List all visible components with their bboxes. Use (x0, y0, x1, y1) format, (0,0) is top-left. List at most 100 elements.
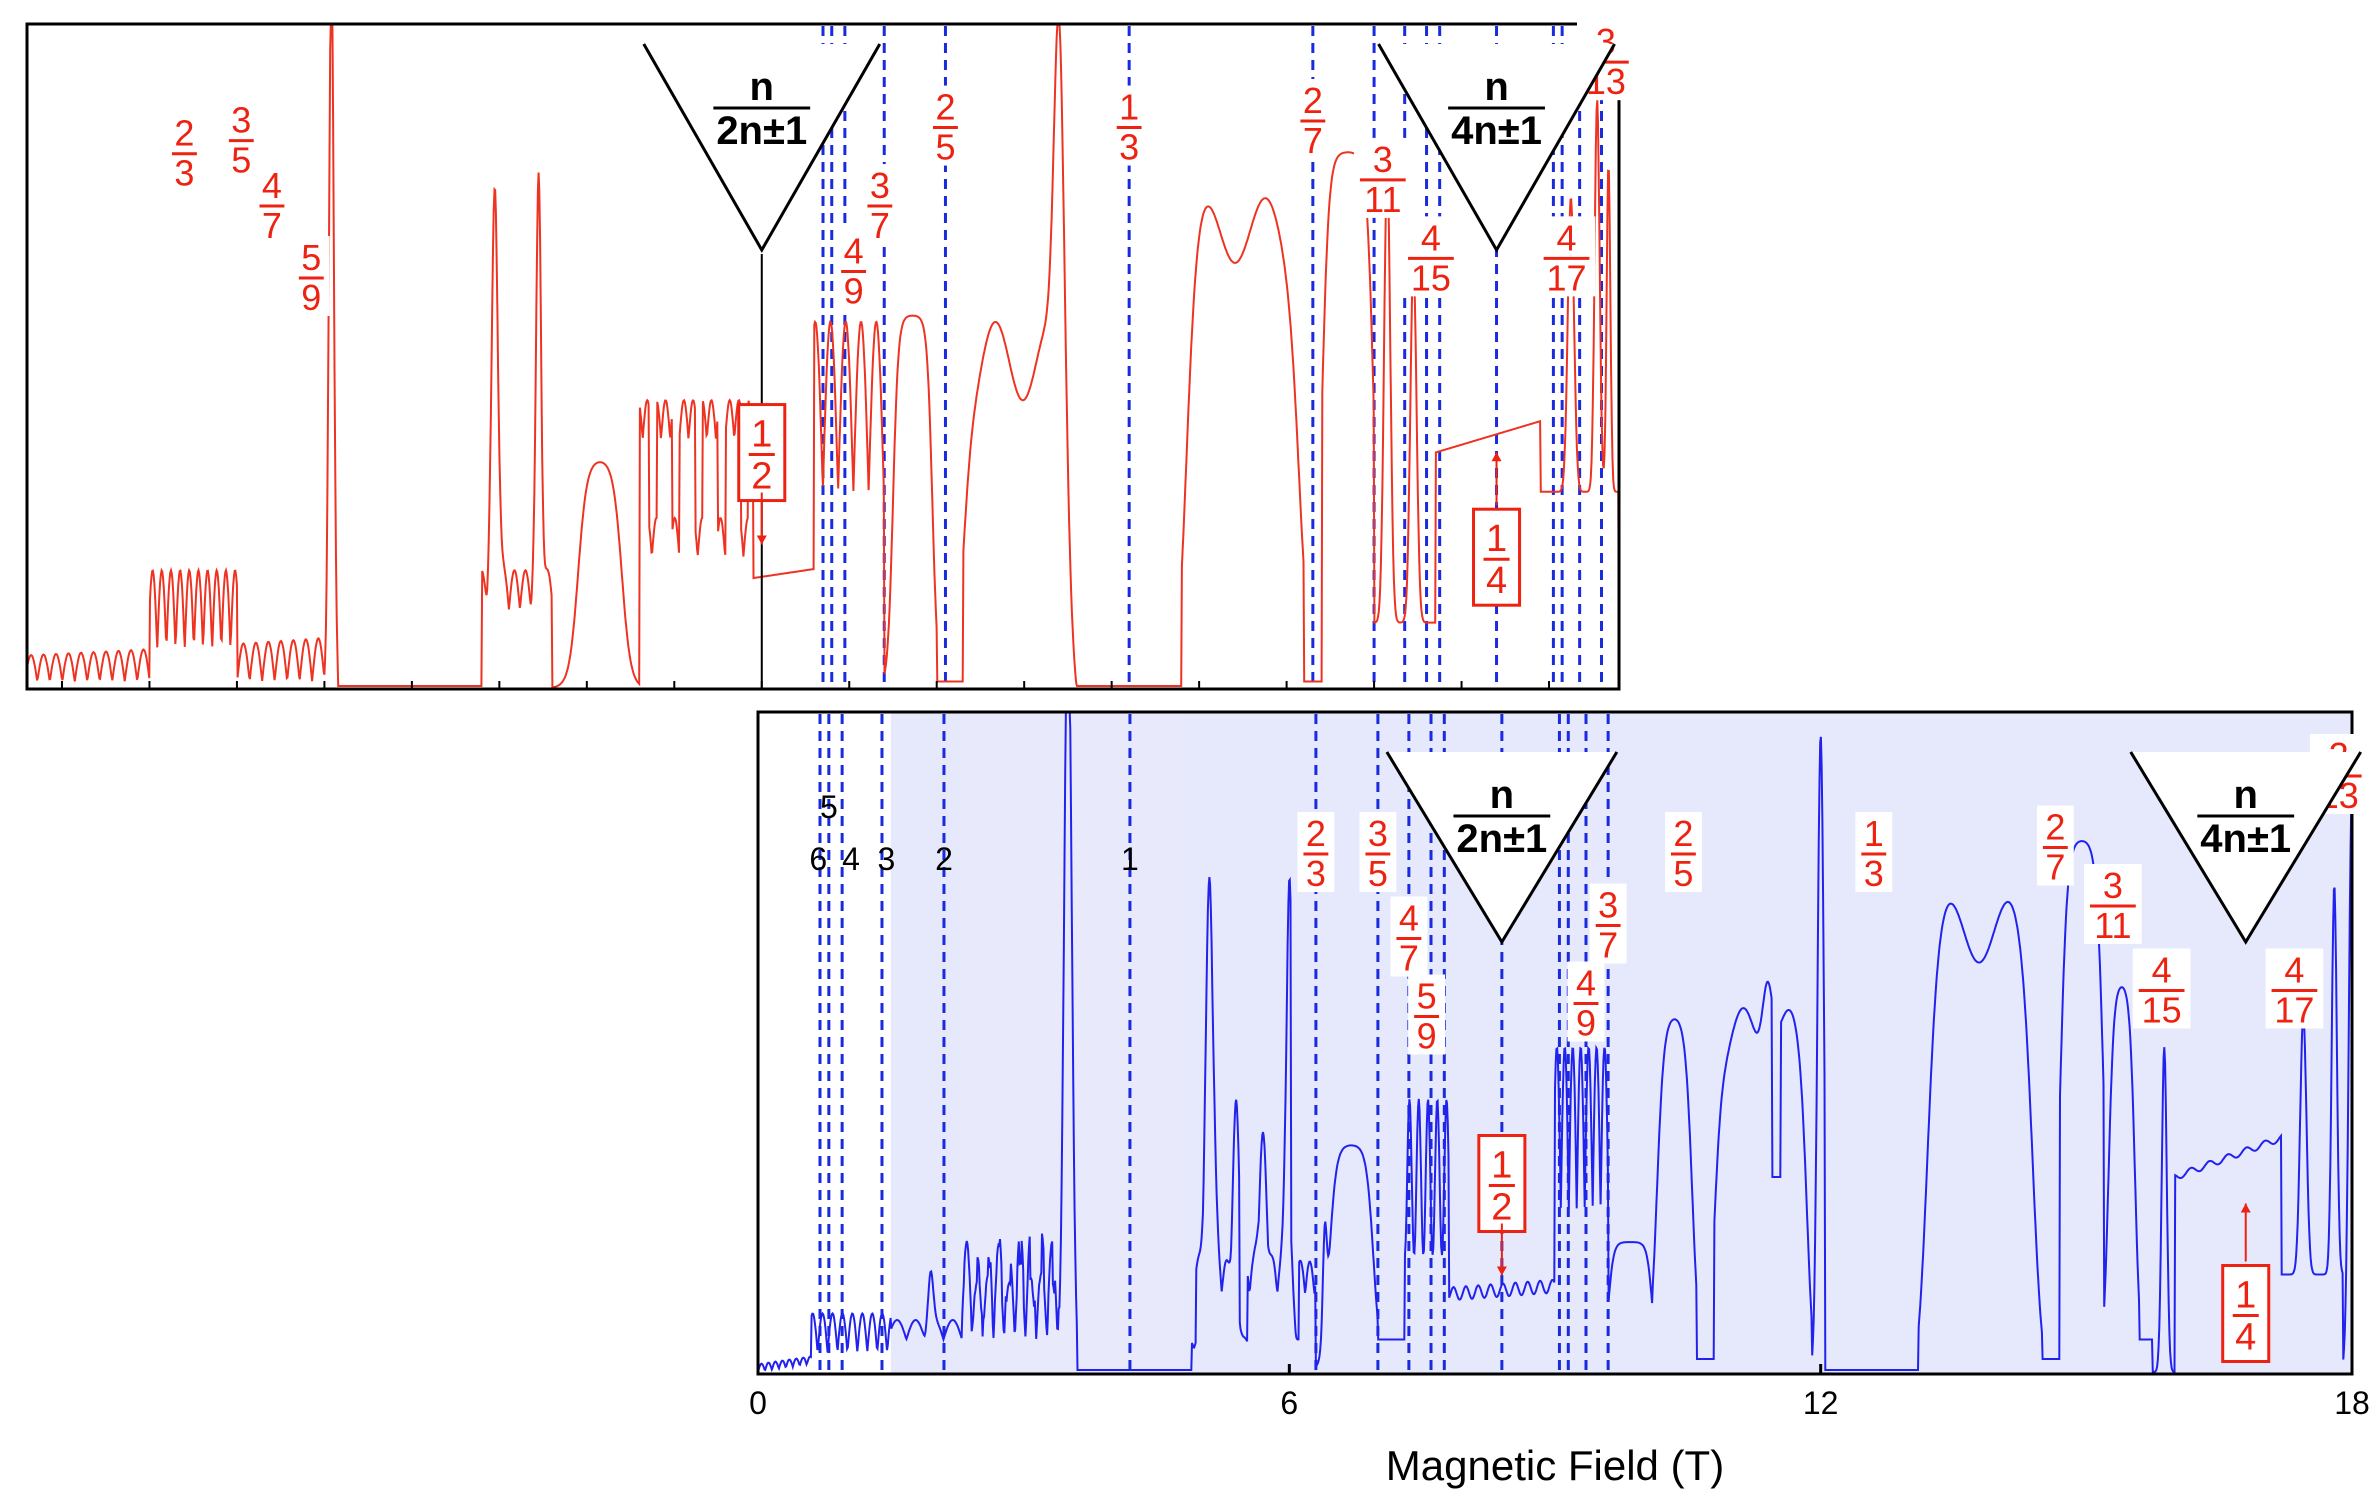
fraction-label: 23 (166, 111, 203, 194)
fraction-label: 25 (1664, 812, 1702, 894)
label-background (1390, 896, 1428, 977)
fraction-numerator: 1 (1491, 1145, 1512, 1187)
fraction-label: 37 (861, 164, 899, 246)
pointer-head (756, 535, 767, 545)
fraction-numerator: 1 (2235, 1275, 2256, 1317)
shaded-region (890, 712, 962, 1374)
fraction-numerator: 3 (1598, 885, 1618, 926)
fraction-label: 13 (1855, 812, 1893, 894)
fraction-label: n2n±1 (1453, 773, 1551, 861)
fraction-label: n2n±1 (713, 65, 811, 153)
fraction-label: 311 (1353, 137, 1412, 220)
fraction-numerator: 1 (1864, 813, 1884, 854)
fraction-label: 415 (2132, 948, 2191, 1031)
fraction-denominator: 3 (174, 153, 194, 194)
fraction-label: 47 (253, 164, 291, 246)
label-background (1297, 812, 1335, 892)
fraction-numerator: 4 (1399, 898, 1419, 939)
landau-level-label: 5 (820, 789, 838, 825)
fraction-label: 59 (292, 235, 330, 318)
fraction-denominator: 5 (1368, 853, 1388, 894)
landau-level-label: 4 (842, 841, 860, 877)
landau-level-label: 1 (1121, 841, 1139, 877)
fraction-numerator: 2 (1673, 813, 1693, 854)
label-background (1353, 137, 1412, 218)
fraction-numerator: n (1490, 773, 1514, 817)
fraction-denominator: 15 (2142, 990, 2182, 1031)
fraction-denominator: 7 (870, 205, 890, 246)
fraction-numerator: 2 (935, 87, 955, 128)
fraction-numerator: 4 (1421, 217, 1441, 258)
label-background (2132, 948, 2191, 1029)
label-background (1855, 812, 1893, 892)
fraction-denominator: 3 (1306, 853, 1326, 894)
fraction-numerator: 2 (1306, 813, 1326, 854)
fraction-denominator: 2 (1491, 1187, 1512, 1229)
fraction-numerator: 3 (1368, 813, 1388, 854)
fraction-label: 14 (1472, 507, 1522, 607)
fraction-label: 311 (2084, 864, 2142, 946)
fraction-label: 49 (835, 229, 873, 311)
fraction-label: 35 (1359, 812, 1397, 894)
fraction-numerator: 3 (231, 100, 251, 141)
bottom-panel: 564321233547593749251327311415417313n2n±… (756, 710, 2368, 1376)
label-background (1294, 79, 1332, 160)
landau-level-label: 2 (935, 841, 953, 877)
fraction-numerator: 3 (870, 165, 890, 206)
label-box (2221, 1264, 2271, 1363)
fraction-numerator: 4 (844, 230, 864, 271)
fraction-numerator: 4 (1557, 217, 1577, 258)
fraction-denominator: 3 (1119, 127, 1139, 168)
fraction-denominator: 7 (1598, 925, 1618, 966)
x-axis-label: Magnetic Field (T) (1386, 1442, 1724, 1489)
pointer-head (1491, 452, 1502, 462)
fraction-denominator: 17 (1546, 257, 1586, 298)
fraction-denominator: 4 (2235, 1317, 2256, 1359)
fraction-label: 27 (1294, 79, 1332, 161)
fraction-denominator: 11 (2094, 905, 2131, 946)
fraction-denominator: 9 (844, 270, 864, 311)
label-background (1537, 216, 1596, 297)
fraction-numerator: n (750, 65, 774, 109)
label-background (253, 164, 291, 245)
fraction-denominator: 7 (1399, 938, 1419, 979)
fraction-numerator: 1 (751, 414, 772, 456)
label-box (1472, 507, 1522, 607)
sequence-wedge (2129, 751, 2363, 945)
label-background (861, 164, 899, 245)
label-background (292, 235, 330, 316)
label-background (2265, 948, 2324, 1029)
fraction-label: 417 (2265, 948, 2324, 1031)
panel-frame (25, 22, 1621, 691)
fraction-label: 59 (1408, 974, 1446, 1057)
fraction-denominator: 4n±1 (1451, 109, 1542, 153)
fraction-denominator: 5 (935, 127, 955, 168)
fraction-label: 35 (222, 98, 260, 181)
x-axis: Magnetic Field (T) 0 6 12 18 (749, 1364, 2370, 1489)
label-background (166, 111, 203, 192)
label-background (1664, 812, 1702, 892)
fraction-denominator: 4 (1486, 560, 1507, 602)
fraction-label: 14 (2221, 1264, 2271, 1363)
data-trace (758, 712, 2352, 1374)
fraction-numerator: 4 (2152, 950, 2172, 991)
label-background (2084, 864, 2142, 944)
fraction-numerator: 3 (1373, 139, 1393, 180)
label-background (927, 85, 964, 166)
fraction-numerator: 5 (301, 237, 321, 278)
label-box (737, 403, 787, 503)
fraction-denominator: 2 (751, 456, 772, 498)
fraction-label: 417 (1537, 216, 1596, 298)
fraction-label: 415 (1402, 216, 1460, 298)
sequence-wedge (1377, 43, 1616, 254)
x-tick-label: 12 (1803, 1385, 1839, 1421)
sequence-wedge (1385, 751, 1619, 945)
label-background (1589, 883, 1627, 964)
fraction-numerator: 1 (1486, 518, 1507, 560)
label-background (1402, 216, 1460, 297)
pointer-head (2240, 1203, 2251, 1213)
label-background (1110, 85, 1148, 166)
fraction-denominator: 9 (301, 277, 321, 318)
fraction-denominator: 7 (262, 205, 282, 246)
